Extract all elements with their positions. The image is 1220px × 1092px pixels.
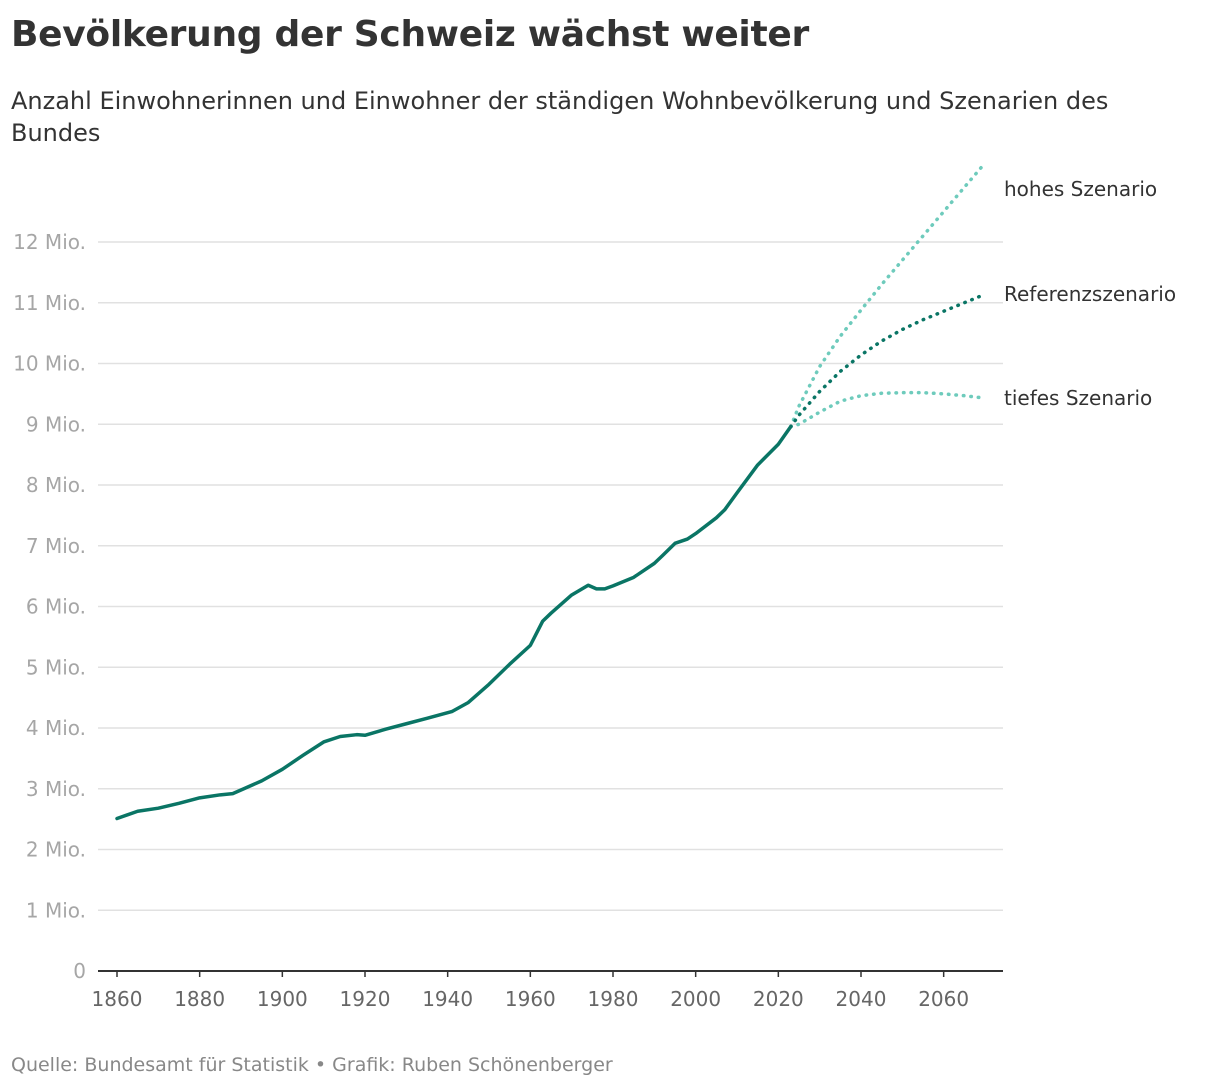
source-credit: Quelle: Bundesamt für Statistik • Grafik…	[11, 1054, 613, 1076]
gridlines	[98, 241, 1003, 972]
y-tick-label: 8 Mio.	[26, 473, 86, 497]
y-tick-label: 11 Mio.	[13, 291, 86, 315]
y-tick-label: 6 Mio.	[26, 595, 86, 619]
y-tick-label: 4 Mio.	[26, 716, 86, 740]
low-scenario-line	[788, 390, 987, 429]
x-tick-label: 1980	[588, 987, 639, 1011]
x-tick-label: 1880	[174, 987, 225, 1011]
x-tick-label: 2040	[836, 987, 887, 1011]
y-tick-label: 5 Mio.	[26, 655, 86, 679]
x-tick-label: 2060	[918, 987, 969, 1011]
scenario-label: hohes Szenario	[1004, 177, 1157, 201]
chart-subtitle: Anzahl Einwohnerinnen und Einwohner der …	[11, 87, 1109, 147]
y-tick-label: 1 Mio.	[26, 898, 86, 922]
reference-scenario-line	[788, 292, 987, 429]
x-tick-label: 2020	[753, 987, 804, 1011]
y-tick-label: 3 Mio.	[26, 777, 86, 801]
scenario-labels: hohes Szenario Referenzszenario tiefes Sze…	[1004, 177, 1176, 410]
x-tick-label: 1900	[257, 987, 308, 1011]
y-tick-label: 2 Mio.	[26, 838, 86, 862]
y-tick-label: 10 Mio.	[13, 352, 86, 376]
scenario-label: tiefes Szenario	[1004, 386, 1152, 410]
x-tick-label: 1940	[422, 987, 473, 1011]
series-lines	[115, 161, 987, 821]
chart-title: Bevölkerung der Schweiz wächst weiter	[11, 14, 809, 55]
x-axis-ticks: 1860 1880 1900 1920 1940 1960 1980 2000 2020 2040…	[92, 971, 969, 1011]
y-tick-label: 0	[73, 959, 86, 983]
high-scenario-line	[788, 161, 987, 429]
y-tick-label: 12 Mio.	[13, 230, 86, 254]
scenario-label: Referenzszenario	[1004, 282, 1176, 306]
y-tick-label: 7 Mio.	[26, 534, 86, 558]
x-tick-label: 2000	[670, 987, 721, 1011]
y-axis-ticks: 0 1 Mio. 2 Mio. 3 Mio. 4 Mio. 5 Mio. 6 Mio. 7 M…	[13, 230, 86, 983]
y-tick-label: 9 Mio.	[26, 412, 86, 436]
x-tick-label: 1960	[505, 987, 556, 1011]
x-tick-label: 1920	[340, 987, 391, 1011]
x-tick-label: 1860	[92, 987, 143, 1011]
history-line	[115, 424, 793, 821]
